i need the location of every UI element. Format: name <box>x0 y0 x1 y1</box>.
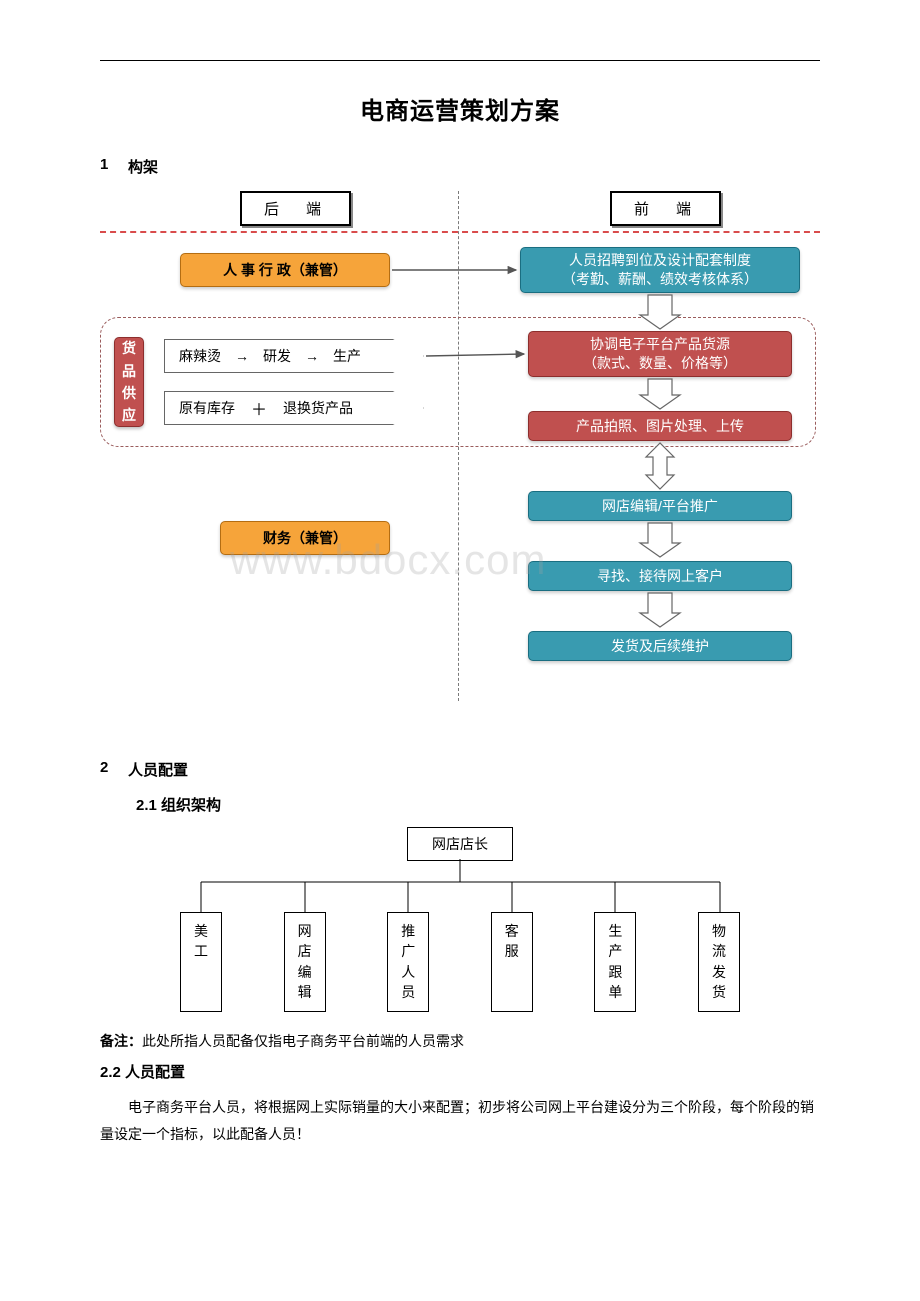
org-chart: 网店店长 美工 网店编辑 推广人员 客服 生产跟单 物流发货 <box>180 827 740 1017</box>
org-child-5: 物流发货 <box>698 912 740 1012</box>
pent1-c: 生产 <box>333 346 361 366</box>
recruit-box: 人员招聘到位及设计配套制度 （考勤、薪酬、绩效考核体系） <box>520 247 800 293</box>
customer-box: 寻找、接待网上客户 <box>528 561 792 591</box>
page: 电商运营策划方案 1 构架 后 端 前 端 人 事 行 政（兼管） 人员招聘到位… <box>0 0 920 1301</box>
pent2-a: 原有库存 <box>179 398 235 418</box>
section-1-label: 构架 <box>128 156 158 177</box>
section-2-heading: 2 人员配置 <box>100 759 820 780</box>
horizontal-divider <box>100 231 820 233</box>
frontend-header: 前 端 <box>610 191 721 226</box>
note-label: 备注： <box>100 1033 142 1049</box>
org-child-2: 推广人员 <box>387 912 429 1012</box>
recruit-line1: 人员招聘到位及设计配套制度 <box>569 251 751 270</box>
note: 备注：此处所指人员配备仅指电子商务平台前端的人员需求 <box>100 1031 820 1051</box>
plus-icon <box>245 396 273 420</box>
supply-label: 货品供应 <box>114 337 144 427</box>
top-rule <box>100 60 820 61</box>
section-2-num: 2 <box>100 759 114 780</box>
finance-box: 财务（兼管） <box>220 521 390 555</box>
section-1-heading: 1 构架 <box>100 156 820 177</box>
pentagon-2: 原有库存 退换货产品 <box>164 391 424 425</box>
document-title: 电商运营策划方案 <box>100 91 820 126</box>
section-2-label: 人员配置 <box>128 759 188 780</box>
pent1-a: 麻辣烫 <box>179 346 221 366</box>
recruit-line2: （考勤、薪酬、绩效考核体系） <box>562 270 758 289</box>
pent2-b: 退换货产品 <box>283 398 353 418</box>
note-text: 此处所指人员配备仅指电子商务平台前端的人员需求 <box>142 1033 464 1049</box>
org-child-0: 美工 <box>180 912 222 1012</box>
pent1-b: 研发 <box>263 346 291 366</box>
backend-header: 后 端 <box>240 191 351 226</box>
section-2-1-heading: 2.1 组织架构 <box>136 794 820 815</box>
arrow-icon <box>231 348 253 364</box>
flowchart: 后 端 前 端 人 事 行 政（兼管） 人员招聘到位及设计配套制度 （考勤、薪酬… <box>100 191 820 731</box>
org-children: 美工 网店编辑 推广人员 客服 生产跟单 物流发货 <box>180 912 740 1012</box>
supply-frame <box>100 317 816 447</box>
body-2-2: 电子商务平台人员，将根据网上实际销量的大小来配置；初步将公司网上平台建设分为三个… <box>100 1094 820 1147</box>
section-1-num: 1 <box>100 156 114 177</box>
pentagon-1: 麻辣烫 研发 生产 <box>164 339 424 373</box>
arrow-icon <box>301 348 323 364</box>
hr-admin-box: 人 事 行 政（兼管） <box>180 253 390 287</box>
org-child-3: 客服 <box>491 912 533 1012</box>
org-child-4: 生产跟单 <box>594 912 636 1012</box>
edit-promote-box: 网店编辑/平台推广 <box>528 491 792 521</box>
section-2-2-heading: 2.2 人员配置 <box>100 1061 820 1082</box>
ship-box: 发货及后续维护 <box>528 631 792 661</box>
org-child-1: 网店编辑 <box>284 912 326 1012</box>
